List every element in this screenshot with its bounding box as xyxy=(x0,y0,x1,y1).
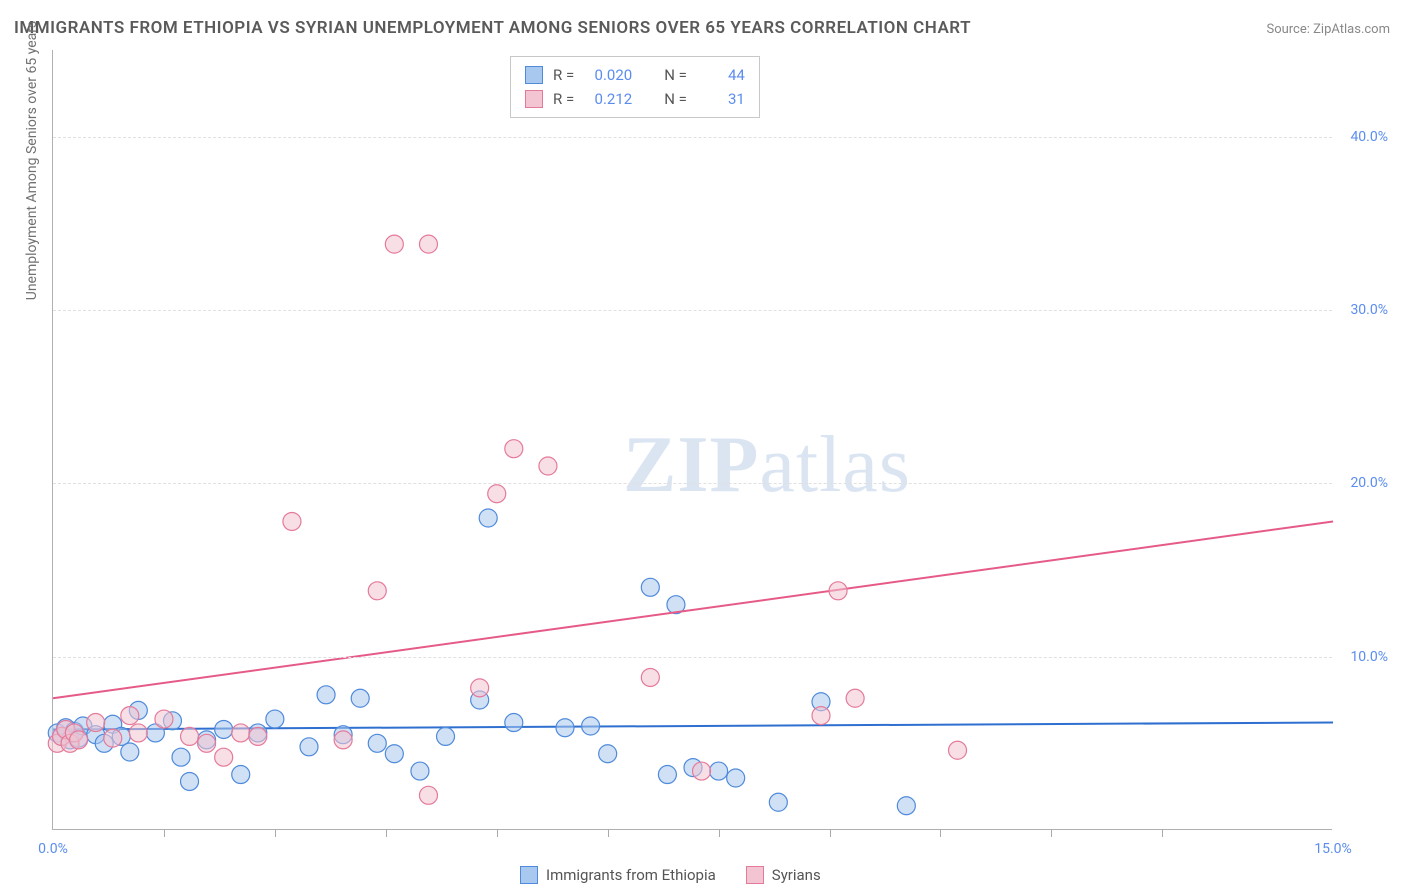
x-tick xyxy=(275,829,276,837)
data-point xyxy=(471,679,489,697)
plot-svg xyxy=(53,50,1332,829)
data-point xyxy=(317,686,335,704)
data-point xyxy=(368,734,386,752)
y-tick-label: 20.0% xyxy=(1350,475,1388,491)
data-point xyxy=(641,578,659,596)
data-point xyxy=(812,707,830,725)
gridline xyxy=(53,310,1332,311)
x-tick xyxy=(940,829,941,837)
y-tick-label: 30.0% xyxy=(1350,302,1388,318)
plot-area: ZIPatlas 10.0%20.0%30.0%40.0%0.0%15.0% xyxy=(52,50,1332,830)
data-point xyxy=(368,582,386,600)
n-label: N = xyxy=(664,63,687,87)
legend-swatch xyxy=(525,66,543,84)
data-point xyxy=(249,727,267,745)
legend-item: Syrians xyxy=(746,866,821,884)
data-point xyxy=(556,719,574,737)
data-point xyxy=(351,689,369,707)
data-point xyxy=(215,748,233,766)
data-point xyxy=(232,724,250,742)
gridline xyxy=(53,483,1332,484)
x-tick xyxy=(497,829,498,837)
r-label: R = xyxy=(553,63,574,87)
gridline xyxy=(53,657,1332,658)
legend-item: Immigrants from Ethiopia xyxy=(520,866,716,884)
r-value: 0.212 xyxy=(584,87,632,111)
x-tick xyxy=(164,829,165,837)
data-point xyxy=(181,727,199,745)
x-tick xyxy=(1162,829,1163,837)
data-point xyxy=(658,766,676,784)
data-point xyxy=(70,731,88,749)
legend-swatch xyxy=(746,866,764,884)
data-point xyxy=(641,668,659,686)
x-tick-label: 0.0% xyxy=(38,841,68,857)
legend-stats-box: R = 0.020 N = 44 R = 0.212 N = 31 xyxy=(510,56,760,118)
data-point xyxy=(215,720,233,738)
legend-label: Immigrants from Ethiopia xyxy=(546,866,716,884)
data-point xyxy=(129,724,147,742)
data-point xyxy=(505,714,523,732)
data-point xyxy=(385,235,403,253)
data-point xyxy=(693,762,711,780)
data-point xyxy=(411,762,429,780)
r-label: R = xyxy=(553,87,574,111)
source-label: Source: ZipAtlas.com xyxy=(1266,22,1390,37)
data-point xyxy=(599,745,617,763)
x-tick xyxy=(719,829,720,837)
legend-swatch xyxy=(525,90,543,108)
x-tick xyxy=(830,829,831,837)
data-point xyxy=(419,786,437,804)
data-point xyxy=(539,457,557,475)
data-point xyxy=(334,731,352,749)
x-tick xyxy=(386,829,387,837)
data-point xyxy=(283,512,301,530)
gridline xyxy=(53,137,1332,138)
data-point xyxy=(582,717,600,735)
trend-line xyxy=(53,521,1333,698)
data-point xyxy=(300,738,318,756)
y-axis-title: Unemployment Among Seniors over 65 years xyxy=(24,21,40,301)
data-point xyxy=(829,582,847,600)
data-point xyxy=(181,772,199,790)
data-point xyxy=(198,734,216,752)
data-point xyxy=(769,793,787,811)
data-point xyxy=(385,745,403,763)
data-point xyxy=(727,769,745,787)
data-point xyxy=(155,710,173,728)
legend-swatch xyxy=(520,866,538,884)
data-point xyxy=(949,741,967,759)
legend-stats-row: R = 0.212 N = 31 xyxy=(525,87,745,111)
data-point xyxy=(710,762,728,780)
data-point xyxy=(121,707,139,725)
data-point xyxy=(232,766,250,784)
n-value: 44 xyxy=(697,63,745,87)
r-value: 0.020 xyxy=(584,63,632,87)
data-point xyxy=(121,743,139,761)
data-point xyxy=(479,509,497,527)
y-tick-label: 40.0% xyxy=(1350,129,1388,145)
x-tick-label: 15.0% xyxy=(1314,841,1352,857)
legend-stats-row: R = 0.020 N = 44 xyxy=(525,63,745,87)
data-point xyxy=(104,729,122,747)
x-tick xyxy=(1051,829,1052,837)
n-value: 31 xyxy=(697,87,745,111)
data-point xyxy=(488,485,506,503)
y-tick-label: 10.0% xyxy=(1350,649,1388,665)
data-point xyxy=(266,710,284,728)
data-point xyxy=(505,440,523,458)
n-label: N = xyxy=(664,87,687,111)
legend-bottom: Immigrants from Ethiopia Syrians xyxy=(520,866,821,884)
data-point xyxy=(437,727,455,745)
data-point xyxy=(897,797,915,815)
x-tick xyxy=(608,829,609,837)
data-point xyxy=(87,714,105,732)
data-point xyxy=(846,689,864,707)
chart-title: IMMIGRANTS FROM ETHIOPIA VS SYRIAN UNEMP… xyxy=(14,18,971,38)
data-point xyxy=(419,235,437,253)
data-point xyxy=(172,748,190,766)
legend-label: Syrians xyxy=(772,866,821,884)
